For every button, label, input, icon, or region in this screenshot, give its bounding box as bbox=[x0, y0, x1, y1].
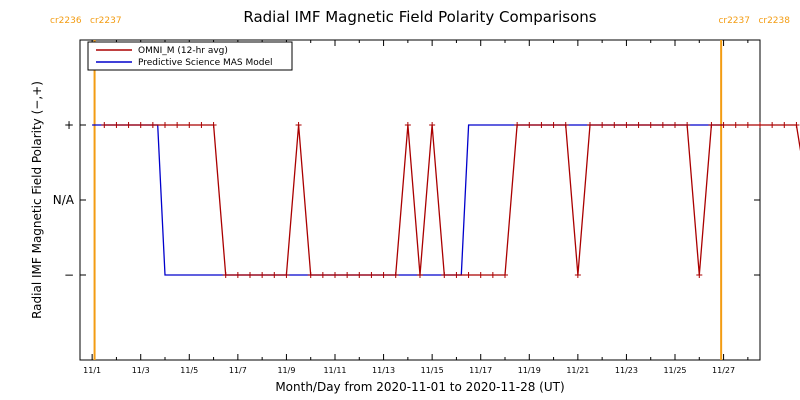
series-point-marker bbox=[708, 122, 715, 128]
y-axis-label: Radial IMF Magnetic Field Polarity (−,+) bbox=[30, 81, 44, 319]
legend-label-omni: OMNI_M (12-hr avg) bbox=[138, 46, 228, 56]
series-point-marker bbox=[441, 272, 448, 278]
series-point-marker bbox=[635, 122, 642, 128]
series-point-marker bbox=[222, 272, 229, 278]
series-point-marker bbox=[623, 122, 630, 128]
cr-label-left-1: cr2236 bbox=[50, 16, 82, 26]
series-point-marker bbox=[307, 272, 314, 278]
series-point-marker bbox=[149, 122, 156, 128]
series-point-marker bbox=[380, 272, 387, 278]
series-point-marker bbox=[137, 122, 144, 128]
series-path bbox=[92, 124, 724, 276]
carrington-labels: cr2236 cr2237 cr2237 cr2238 bbox=[50, 16, 790, 26]
carrington-boundaries bbox=[93, 40, 723, 360]
legend-box bbox=[87, 41, 293, 71]
series-point-marker bbox=[732, 122, 739, 128]
series-point-marker bbox=[259, 272, 266, 278]
series-point-marker bbox=[793, 122, 800, 128]
y-tick-label: + bbox=[64, 118, 74, 132]
cr-label-right-1: cr2237 bbox=[718, 16, 750, 26]
series-path bbox=[104, 124, 800, 276]
series-point-marker bbox=[647, 122, 654, 128]
series-point-marker bbox=[247, 272, 253, 278]
series-point-marker bbox=[477, 272, 484, 278]
series-point-marker bbox=[113, 122, 120, 128]
series-point-marker bbox=[757, 122, 763, 128]
series-point-marker bbox=[562, 122, 569, 128]
series-point-marker bbox=[234, 272, 241, 278]
series-point-marker bbox=[526, 122, 533, 128]
series-point-marker bbox=[453, 272, 460, 278]
series-point-marker bbox=[599, 122, 606, 128]
series-point-marker bbox=[684, 122, 691, 128]
series-point-marker bbox=[502, 272, 508, 278]
series-point-marker bbox=[332, 272, 338, 278]
x-axis-ticks: 11/1 11/3 11/5 11/7 11/9 11/11 11/13 11/15 11/17… bbox=[83, 40, 749, 375]
series-point-marker bbox=[210, 122, 217, 128]
series-point-marker bbox=[356, 272, 363, 278]
series-point-marker bbox=[744, 122, 751, 128]
series-point-marker bbox=[295, 122, 302, 128]
series-point-marker bbox=[781, 122, 788, 128]
x-tick-label: 11/1 bbox=[83, 366, 101, 375]
x-tick-label: 11/23 bbox=[615, 366, 638, 375]
series-omni-line bbox=[101, 122, 800, 278]
series-point-marker bbox=[574, 272, 581, 278]
x-tick-label: 11/13 bbox=[372, 366, 395, 375]
series-point-marker bbox=[162, 122, 168, 128]
x-tick-label: 11/7 bbox=[229, 366, 247, 375]
series-point-marker bbox=[344, 272, 351, 278]
series-point-marker bbox=[125, 122, 132, 128]
series-point-marker bbox=[186, 122, 193, 128]
series-point-marker bbox=[720, 122, 727, 128]
y-tick-label: N/A bbox=[53, 193, 75, 207]
x-tick-label: 11/3 bbox=[132, 366, 150, 375]
x-tick-label: 11/25 bbox=[663, 366, 686, 375]
legend: OMNI_M (12-hr avg) Predictive Science MA… bbox=[87, 41, 293, 71]
series-point-marker bbox=[611, 122, 618, 128]
series-point-marker bbox=[198, 122, 205, 128]
series-point-marker bbox=[550, 122, 557, 128]
x-tick-label: 11/15 bbox=[421, 366, 444, 375]
series-mas-line bbox=[92, 124, 724, 276]
series-point-marker bbox=[271, 272, 278, 278]
x-tick-label: 11/5 bbox=[180, 366, 198, 375]
series-point-marker bbox=[672, 122, 678, 128]
x-tick-label: 11/11 bbox=[323, 366, 346, 375]
cr-label-left-2: cr2237 bbox=[90, 16, 122, 26]
series-point-marker bbox=[283, 272, 290, 278]
x-tick-label: 11/21 bbox=[566, 366, 589, 375]
series-point-marker bbox=[465, 272, 472, 278]
series-point-marker bbox=[429, 122, 436, 128]
chart-title: Radial IMF Magnetic Field Polarity Compa… bbox=[243, 8, 596, 26]
series-point-marker bbox=[392, 272, 399, 278]
series-point-marker bbox=[659, 122, 666, 128]
series-point-marker bbox=[404, 122, 411, 128]
series-point-marker bbox=[417, 272, 423, 278]
x-tick-label: 11/17 bbox=[469, 366, 492, 375]
series-point-marker bbox=[101, 122, 108, 128]
cr-label-right-2: cr2238 bbox=[758, 16, 790, 26]
legend-label-mas: Predictive Science MAS Model bbox=[138, 58, 273, 68]
series-point-marker bbox=[514, 122, 521, 128]
series-point-marker bbox=[587, 122, 593, 128]
x-tick-label: 11/27 bbox=[712, 366, 735, 375]
series-point-marker bbox=[174, 122, 181, 128]
series-point-marker bbox=[489, 272, 496, 278]
series-point-marker bbox=[538, 122, 545, 128]
x-tick-label: 11/9 bbox=[277, 366, 295, 375]
plot-frame bbox=[79, 39, 761, 361]
y-tick-label: − bbox=[64, 268, 74, 282]
series-point-marker bbox=[319, 272, 326, 278]
x-tick-label: 11/19 bbox=[518, 366, 541, 375]
series-point-marker bbox=[696, 272, 703, 278]
series-point-marker bbox=[769, 122, 776, 128]
series-point-marker bbox=[368, 272, 375, 278]
x-axis-label: Month/Day from 2020-11-01 to 2020-11-28 … bbox=[275, 380, 564, 394]
